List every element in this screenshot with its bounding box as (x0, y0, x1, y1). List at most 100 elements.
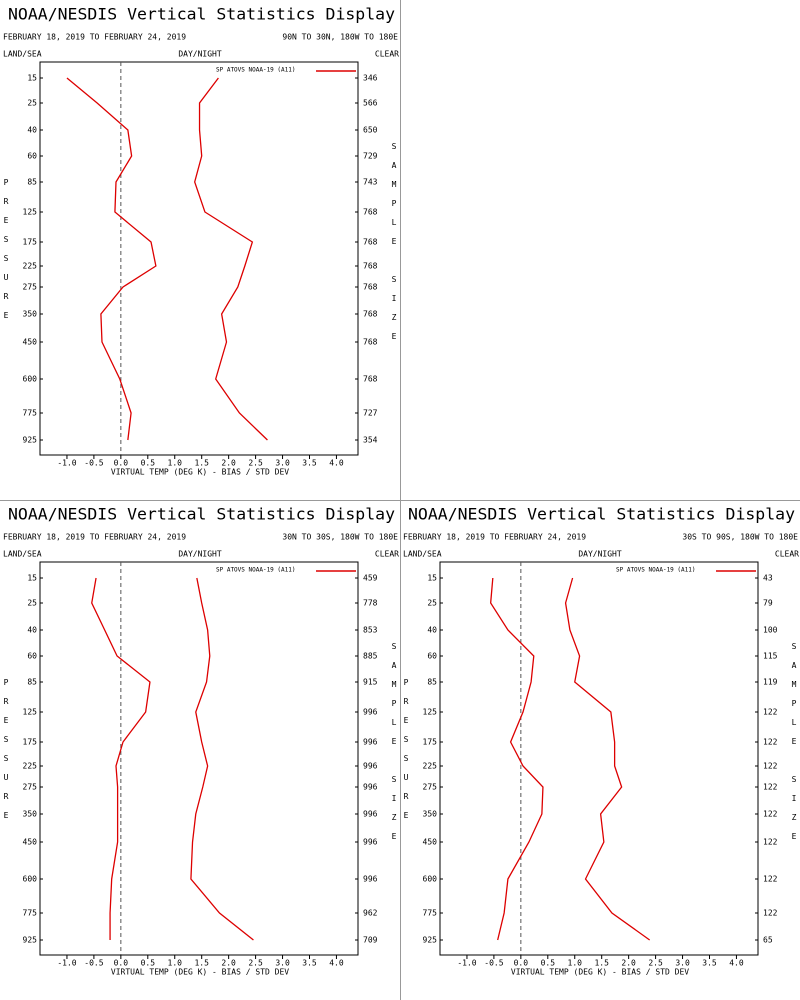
y-tick-label: 450 (423, 838, 438, 847)
y-tick-label: 600 (23, 375, 38, 384)
y2-axis-label: SAMPLE SIZE (390, 642, 399, 851)
date-range: FEBRUARY 18, 2019 TO FEBRUARY 24, 2019 (3, 33, 186, 42)
sample-size: 346 (363, 74, 378, 83)
sample-size: 729 (363, 152, 378, 161)
sample-size: 115 (763, 652, 778, 661)
y-tick-label: 225 (23, 262, 38, 271)
y-tick-label: 60 (27, 652, 37, 661)
plot-frame (439, 561, 759, 956)
bias-line (489, 577, 544, 941)
sample-size: 100 (763, 626, 778, 635)
x-axis-label: VIRTUAL TEMP (DEG K) - BIAS / STD DEV (511, 968, 689, 977)
legend-label: SP ATOVS NOAA-19 (A11) (216, 67, 295, 74)
y-tick-label: 40 (27, 626, 37, 635)
x-tick-label: 1.0 (568, 959, 583, 968)
header: CLEAR (775, 550, 799, 559)
sample-size: 122 (763, 838, 778, 847)
x-tick-label: 3.5 (302, 959, 317, 968)
y-tick-label: 60 (427, 652, 437, 661)
y-tick-label: 275 (23, 783, 38, 792)
sample-size: 996 (363, 738, 378, 747)
y-tick-label: 25 (27, 599, 37, 608)
x-tick-label: 2.5 (248, 459, 263, 468)
y-tick-label: 175 (23, 238, 38, 247)
date-range: FEBRUARY 18, 2019 TO FEBRUARY 24, 2019 (403, 533, 586, 542)
y-tick-label: 85 (27, 678, 37, 687)
x-tick-label: 0.0 (514, 959, 529, 968)
x-tick-label: 4.0 (329, 959, 344, 968)
sample-size: 768 (363, 310, 378, 319)
sample-size: 650 (363, 126, 378, 135)
x-tick-label: 4.0 (329, 459, 344, 468)
x-tick-label: -1.0 (57, 959, 76, 968)
x-tick-label: 0.5 (141, 459, 156, 468)
y-tick-label: 175 (23, 738, 38, 747)
header: DAY/NIGHT (178, 50, 222, 59)
y-tick-label: 600 (423, 875, 438, 884)
sample-size: 778 (363, 599, 378, 608)
sample-size: 727 (363, 409, 378, 418)
y-tick-label: 25 (427, 599, 437, 608)
y-tick-label: 40 (427, 626, 437, 635)
plot-frame (39, 561, 359, 956)
y-tick-label: 275 (23, 283, 38, 292)
sample-size: 768 (363, 238, 378, 247)
y-tick-label: 125 (23, 208, 38, 217)
header: DAY/NIGHT (178, 550, 222, 559)
x-tick-label: 2.0 (621, 959, 636, 968)
header: LAND/SEA (403, 550, 442, 559)
x-tick-label: 2.0 (221, 959, 236, 968)
y-tick-label: 225 (423, 762, 438, 771)
sample-size: 709 (363, 936, 378, 945)
x-tick-label: 3.0 (275, 459, 290, 468)
y-tick-label: 350 (423, 810, 438, 819)
sample-size: 768 (363, 338, 378, 347)
x-tick-label: 3.0 (675, 959, 690, 968)
sample-size: 122 (763, 708, 778, 717)
sample-size: 122 (763, 810, 778, 819)
sample-size: 119 (763, 678, 778, 687)
x-tick-label: 1.5 (194, 959, 209, 968)
x-tick-label: 2.5 (248, 959, 263, 968)
sample-size: 65 (763, 936, 773, 945)
legend-label: SP ATOVS NOAA-19 (A11) (216, 567, 295, 574)
sample-size: 122 (763, 783, 778, 792)
panel: NOAA/NESDIS Vertical Statistics Display F… (2, 505, 400, 977)
y-tick-label: 15 (27, 74, 37, 83)
x-tick-label: 3.5 (702, 959, 717, 968)
y-tick-label: 85 (427, 678, 437, 687)
x-tick-label: 2.0 (221, 459, 236, 468)
x-tick-label: 0.0 (114, 459, 129, 468)
x-tick-label: -0.5 (484, 959, 503, 968)
y2-axis-label: SAMPLE SIZE (790, 642, 799, 851)
x-tick-label: 0.5 (141, 959, 156, 968)
plot-frame (39, 61, 359, 456)
y-tick-label: 925 (423, 936, 438, 945)
sample-size: 743 (363, 178, 378, 187)
sample-size: 122 (763, 909, 778, 918)
panel: NOAA/NESDIS Vertical Statistics Display F… (2, 5, 400, 477)
sample-size: 79 (763, 599, 773, 608)
x-tick-label: 4.0 (729, 959, 744, 968)
header: CLEAR (375, 50, 399, 59)
y-tick-label: 775 (423, 909, 438, 918)
y-tick-label: 775 (23, 409, 38, 418)
region: 30S TO 90S, 180W TO 180E (682, 533, 798, 542)
sample-size: 768 (363, 262, 378, 271)
bias-line (66, 77, 157, 441)
sample-size: 768 (363, 208, 378, 217)
x-tick-label: -0.5 (84, 459, 103, 468)
x-tick-label: 1.0 (168, 459, 183, 468)
sample-size: 768 (363, 375, 378, 384)
x-tick-label: 1.0 (168, 959, 183, 968)
header: LAND/SEA (3, 550, 42, 559)
x-tick-label: 1.5 (194, 459, 209, 468)
x-axis-label: VIRTUAL TEMP (DEG K) - BIAS / STD DEV (111, 968, 289, 977)
sample-size: 122 (763, 875, 778, 884)
x-tick-label: -1.0 (57, 459, 76, 468)
y-tick-label: 275 (423, 783, 438, 792)
sample-size: 996 (363, 783, 378, 792)
sample-size: 996 (363, 708, 378, 717)
region: 90N TO 30N, 180W TO 180E (282, 33, 398, 42)
y-tick-label: 350 (23, 310, 38, 319)
